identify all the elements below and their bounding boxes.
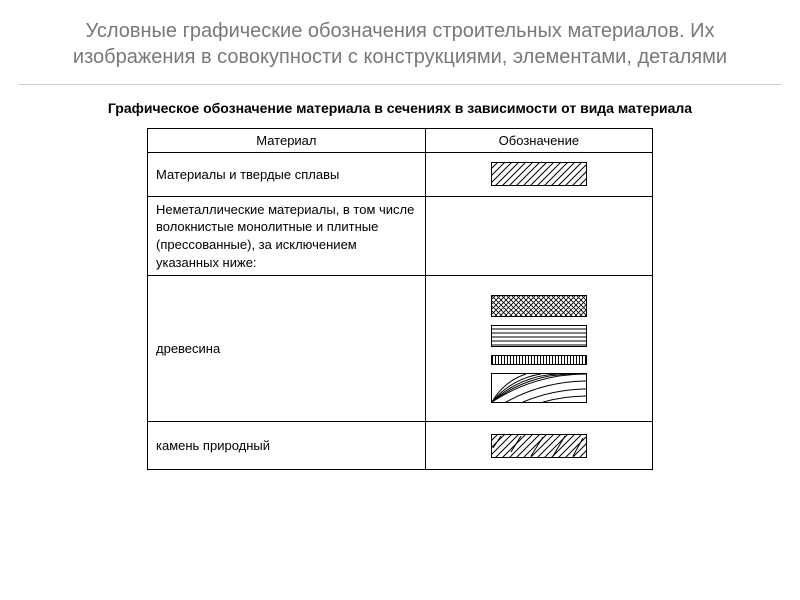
crosshatch-icon xyxy=(491,295,587,317)
table-wrap: Материал Обозначение Материалы и твердые… xyxy=(0,128,800,470)
symbol-cell xyxy=(425,422,652,470)
material-cell: Неметаллические материалы, в том числе в… xyxy=(148,196,426,275)
symbol-cell xyxy=(425,196,652,275)
material-cell: древесина xyxy=(148,276,426,422)
slide-title: Условные графические обозначения строите… xyxy=(0,0,800,84)
table-row: древесина xyxy=(148,276,653,422)
material-cell: камень природный xyxy=(148,422,426,470)
col-header-material: Материал xyxy=(148,128,426,152)
stone-icon xyxy=(491,434,587,458)
table-row: Материалы и твердые сплавы xyxy=(148,152,653,196)
table-header-row: Материал Обозначение xyxy=(148,128,653,152)
table-caption: Графическое обозначение материала в сече… xyxy=(0,85,800,128)
col-header-symbol: Обозначение xyxy=(425,128,652,152)
wood-rings-icon xyxy=(491,373,587,403)
table-row: камень природный xyxy=(148,422,653,470)
symbol-cell xyxy=(425,276,652,422)
materials-table: Материал Обозначение Материалы и твердые… xyxy=(147,128,653,470)
table-row: Неметаллические материалы, в том числе в… xyxy=(148,196,653,275)
symbol-cell xyxy=(425,152,652,196)
material-cell: Материалы и твердые сплавы xyxy=(148,152,426,196)
hatch-diagonal-icon xyxy=(491,162,587,186)
horizontal-lines-icon xyxy=(491,325,587,347)
vertical-dashes-icon xyxy=(491,355,587,365)
